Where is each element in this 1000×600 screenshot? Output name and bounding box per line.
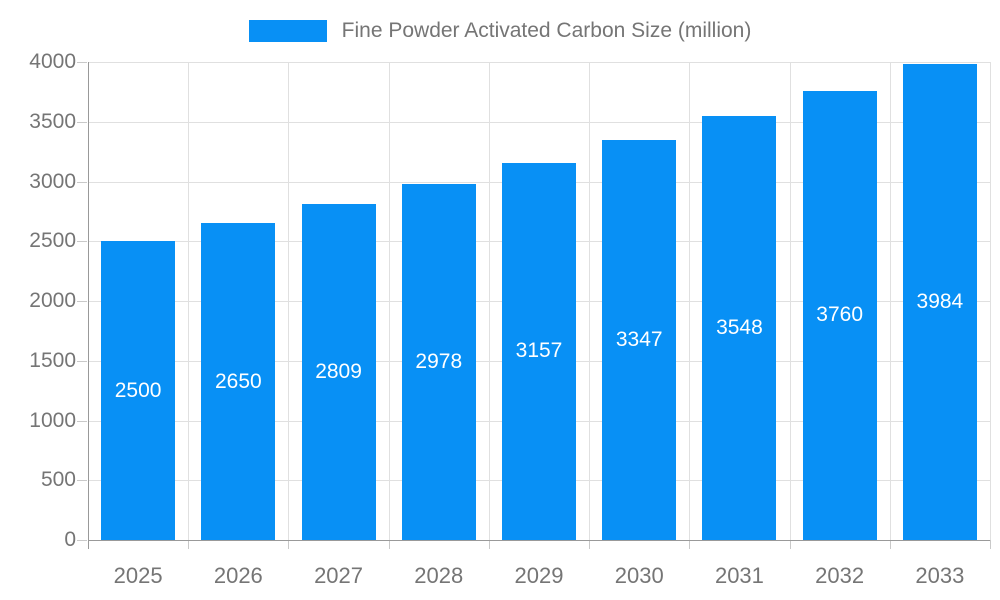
x-axis-tick (288, 540, 290, 549)
y-axis-tick (77, 540, 87, 541)
x-axis-tick (689, 540, 691, 549)
chart-legend: Fine Powder Activated Carbon Size (milli… (0, 19, 1000, 42)
bar-value-label: 2500 (114, 378, 162, 402)
y-axis-tick (77, 181, 87, 183)
x-axis-tick (188, 540, 190, 549)
bar-value-label: 2978 (415, 350, 463, 374)
y-axis-tick (77, 480, 87, 482)
bar (602, 140, 677, 540)
y-axis-label: 1500 (29, 348, 76, 372)
y-axis-tick (77, 241, 87, 243)
x-axis-label: 2026 (213, 563, 263, 588)
y-axis-tick (77, 62, 87, 63)
v-gridline (689, 62, 691, 540)
v-gridline (990, 62, 991, 540)
bar (502, 162, 576, 540)
y-axis-tick (77, 121, 87, 123)
y-axis-line (88, 62, 89, 549)
plot-area: 2500 2650 2809 2978 3157 3347 3548 3760 3984 (88, 62, 991, 540)
y-axis-label: 1000 (29, 408, 76, 432)
y-axis-label: 4000 (29, 50, 76, 73)
bar-value-label: 3347 (615, 328, 663, 352)
bar-value-label: 3984 (916, 289, 964, 313)
x-axis-tick (889, 540, 891, 549)
bar-value-label: 2650 (214, 369, 262, 393)
y-axis-tick (77, 360, 87, 362)
x-axis-label: 2025 (113, 563, 163, 588)
bar (201, 223, 276, 540)
y-axis-label: 2000 (29, 289, 76, 312)
y-axis-label: 3000 (29, 169, 76, 193)
bar (702, 116, 777, 540)
bar-value-label: 3548 (716, 316, 763, 339)
y-axis-label: 500 (40, 468, 76, 492)
y-axis-label: 3500 (29, 109, 76, 133)
v-gridline (288, 62, 290, 540)
bar-value-label: 3157 (515, 339, 563, 363)
y-axis-tick (77, 301, 87, 302)
x-axis-label: 2033 (915, 563, 965, 588)
x-axis-label: 2027 (314, 563, 364, 588)
y-axis-label: 0 (64, 528, 76, 551)
v-gridline (388, 62, 390, 540)
bar (802, 90, 877, 540)
x-axis-label: 2031 (714, 563, 764, 588)
x-axis-tick (589, 540, 591, 549)
x-axis-line (88, 540, 990, 541)
bar (101, 241, 176, 540)
legend-title: Fine Powder Activated Carbon Size (milli… (341, 19, 752, 42)
bar (401, 184, 476, 540)
x-axis-tick (990, 540, 991, 549)
x-axis-tick (789, 540, 791, 549)
h-gridline (88, 121, 990, 123)
h-gridline (88, 62, 990, 63)
x-axis-label: 2028 (414, 563, 464, 588)
x-axis-label: 2030 (614, 563, 664, 588)
v-gridline (589, 62, 591, 540)
v-gridline (188, 62, 190, 540)
x-axis-label: 2029 (514, 563, 564, 588)
bar (902, 63, 977, 540)
y-axis-tick (77, 420, 87, 422)
v-gridline (789, 62, 791, 540)
v-gridline (488, 62, 490, 540)
v-gridline (889, 62, 891, 540)
x-axis-tick (488, 540, 490, 549)
x-axis-label: 2032 (815, 563, 865, 588)
bar (301, 204, 376, 540)
bar-value-label: 3760 (816, 303, 864, 327)
bar-value-label: 2809 (315, 360, 362, 384)
y-axis-label: 2500 (29, 229, 76, 253)
legend-swatch (248, 19, 327, 42)
x-axis-tick (388, 540, 390, 549)
